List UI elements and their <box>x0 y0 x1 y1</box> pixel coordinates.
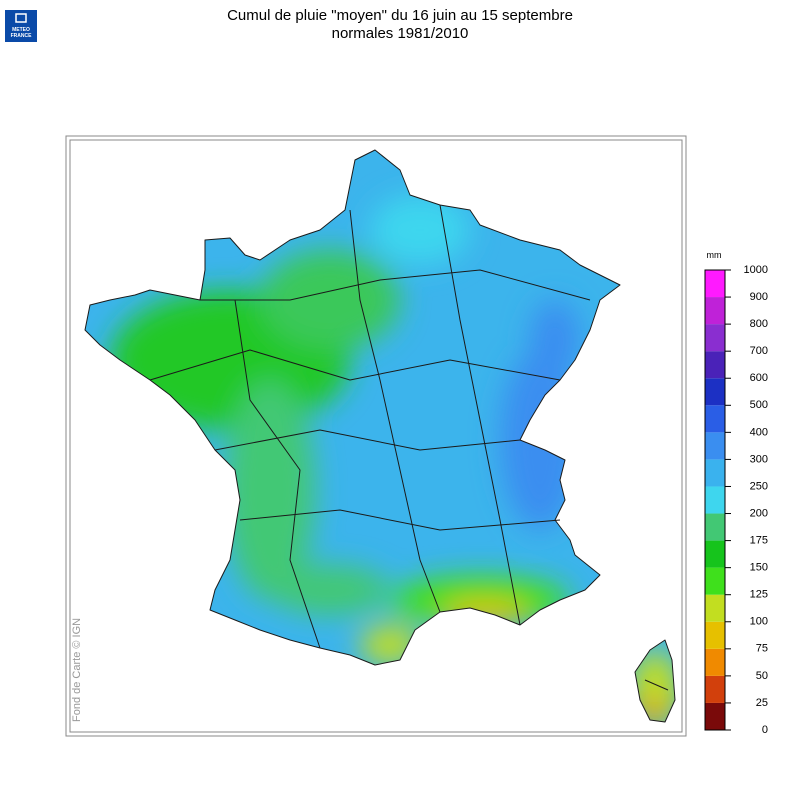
legend-tick-label: 50 <box>756 670 768 682</box>
legend-tick-label: 900 <box>750 291 768 303</box>
field-zone <box>500 350 580 530</box>
field-zone <box>530 300 580 380</box>
logo-badge <box>5 10 37 42</box>
legend-color-band <box>705 567 725 595</box>
field-zone <box>270 565 390 615</box>
legend-color-band <box>705 459 725 487</box>
field-zone <box>370 195 470 265</box>
logo: METEO FRANCE <box>5 10 37 42</box>
legend-tick-label: 75 <box>756 643 768 655</box>
legend-tick-label: 600 <box>750 372 768 384</box>
legend-color-band <box>705 324 725 352</box>
legend-tick-label: 200 <box>750 507 768 519</box>
title: Cumul de pluie "moyen" du 16 juin au 15 … <box>227 7 573 24</box>
legend-color-band <box>705 432 725 460</box>
legend-tick-label: 150 <box>750 562 768 574</box>
legend-tick-label: 500 <box>750 399 768 411</box>
corsica-border <box>634 639 676 723</box>
legend-color-band <box>705 648 725 676</box>
legend-tick-label: 0 <box>762 724 768 736</box>
legend-color-band <box>705 540 725 568</box>
legend-tick-label: 125 <box>750 589 768 601</box>
legend-tick-label: 250 <box>750 480 768 492</box>
legend-tick-label: 400 <box>750 426 768 438</box>
legend-color-band <box>705 297 725 325</box>
field-zone <box>390 575 570 625</box>
rainfall-field <box>85 150 675 722</box>
legend-tick-label: 700 <box>750 345 768 357</box>
legend-tick-label: 175 <box>750 534 768 546</box>
legend-outline <box>704 269 726 731</box>
legend-color-band <box>705 621 725 649</box>
subtitle: normales 1981/2010 <box>332 25 469 42</box>
department-borders <box>149 204 669 691</box>
logo-text: METEO <box>12 27 30 33</box>
legend-color-band <box>705 702 725 730</box>
legend-tick-label: 25 <box>756 697 768 709</box>
legend-unit: mm <box>707 250 722 260</box>
legend-color-band <box>705 675 725 703</box>
legend-tick-label: 300 <box>750 453 768 465</box>
legend-color-band <box>705 513 725 541</box>
legend-color-band <box>705 486 725 514</box>
logo-icon <box>15 13 27 23</box>
legend-color-band <box>705 351 725 379</box>
legend-color-band <box>705 594 725 622</box>
legend: mm 0 25 50 75 100 125 150 175 200 250 300 400 500 600… <box>704 250 768 736</box>
legend-tick-label: 800 <box>750 318 768 330</box>
logo-text: FRANCE <box>11 33 32 39</box>
legend-tick-label: 1000 <box>744 264 768 276</box>
legend-color-band <box>705 405 725 433</box>
map-credit: Fond de Carte © IGN <box>71 618 83 722</box>
map-frame-inner <box>69 139 683 733</box>
legend-color-band <box>705 378 725 406</box>
field-zone <box>360 625 420 665</box>
field-zone <box>260 250 400 350</box>
map-frame <box>65 135 687 737</box>
legend-tick-label: 100 <box>750 616 768 628</box>
legend-color-band <box>705 270 725 298</box>
